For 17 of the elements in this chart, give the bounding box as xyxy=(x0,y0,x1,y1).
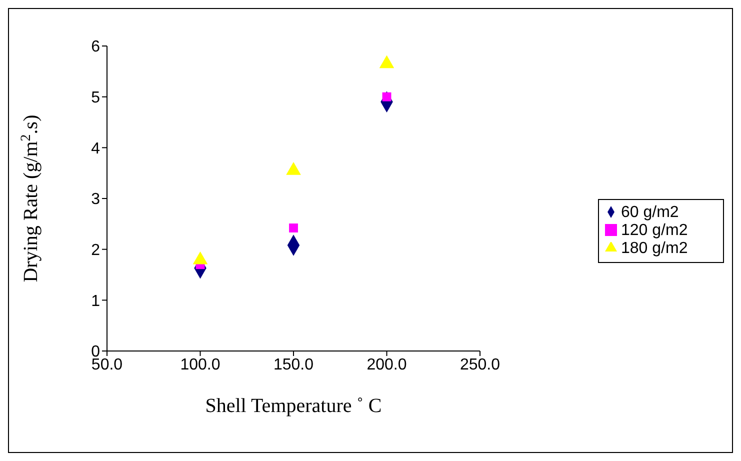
x-tick-label: 250.0 xyxy=(460,356,500,374)
point xyxy=(382,92,392,102)
legend-label: 180 g/m2 xyxy=(621,240,688,256)
y-tick-label: 6 xyxy=(91,38,100,56)
x-tick-label: 150.0 xyxy=(273,356,314,374)
legend-label: 120 g/m2 xyxy=(621,222,688,238)
y-tick-label: 3 xyxy=(91,191,100,208)
legend-label: 60 g/m2 xyxy=(621,204,679,220)
x-tick-label: 50.0 xyxy=(91,356,123,374)
y-tick-label: 5 xyxy=(91,90,100,107)
y-tick-label: 2 xyxy=(91,242,100,260)
y-tick-label: 1 xyxy=(91,292,100,310)
x-axis-title: Shell Temperature ˚ C xyxy=(205,395,382,417)
x-tick-label: 200.0 xyxy=(366,356,407,374)
y-tick-label: 4 xyxy=(91,140,100,158)
point xyxy=(289,224,298,232)
x-tick-label: 100.0 xyxy=(180,356,220,374)
